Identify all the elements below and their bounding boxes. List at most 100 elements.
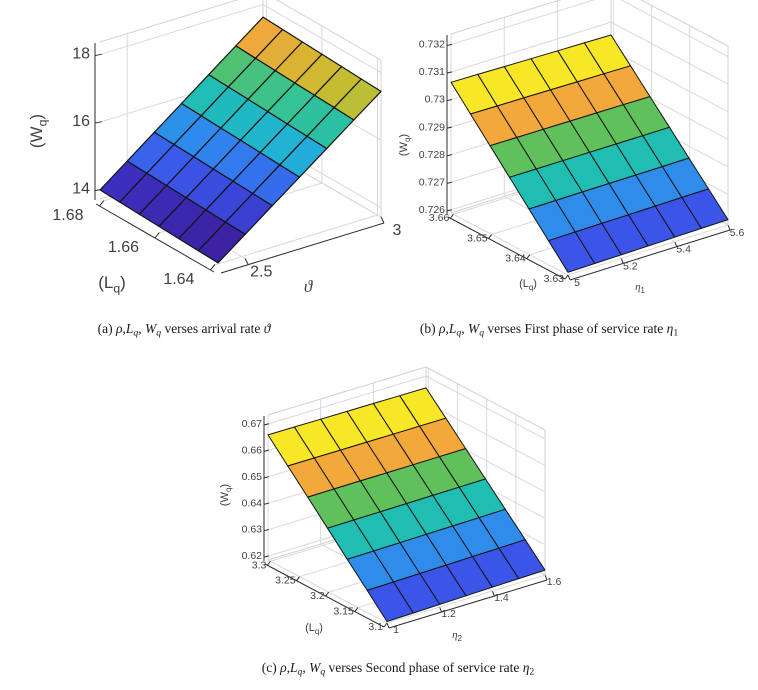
caption-segment: , bbox=[138, 321, 145, 336]
grid-line bbox=[439, 607, 443, 613]
caption-segment: ϑ bbox=[263, 321, 271, 336]
grid-line bbox=[244, 258, 249, 265]
axis-text: ϑ bbox=[304, 277, 314, 296]
grid-line bbox=[544, 575, 548, 581]
caption-segment: (b) bbox=[419, 321, 439, 336]
axis-text: 0.732 bbox=[419, 39, 445, 51]
axis-text: 0.729 bbox=[419, 121, 445, 133]
grid-line bbox=[620, 0, 729, 58]
grid-line bbox=[354, 607, 359, 612]
caption-segment: W bbox=[309, 660, 321, 675]
axis-text: 3.25 bbox=[275, 575, 296, 587]
grid-line bbox=[94, 53, 102, 57]
grid-line bbox=[526, 254, 531, 260]
grid-line bbox=[264, 563, 385, 628]
grid-line bbox=[569, 229, 731, 281]
grid-line bbox=[610, 21, 729, 85]
grid-line bbox=[446, 71, 452, 74]
grid-line bbox=[450, 0, 596, 46]
axis-text: 3.1 bbox=[368, 621, 383, 633]
caption-segment: , bbox=[461, 321, 468, 336]
grid-line bbox=[214, 214, 378, 266]
caption-segment: , bbox=[302, 660, 310, 675]
grid-line bbox=[383, 622, 388, 628]
axis-text: 0.727 bbox=[419, 176, 445, 188]
grid-line bbox=[99, 200, 105, 207]
caption-segment: η bbox=[666, 321, 674, 336]
caption-segment: verses First phase of service rate bbox=[484, 321, 667, 336]
caption-segment: , bbox=[286, 660, 290, 675]
axis-text: 0.67 bbox=[242, 418, 263, 430]
caption-segment: q bbox=[133, 327, 139, 339]
grid-line bbox=[450, 0, 562, 35]
caption-segment: verses Second phase of service rate bbox=[325, 660, 523, 675]
caption-plot-a: (a) ρ,Lq, Wq verses arrival rate ϑ bbox=[14, 321, 354, 339]
grid-line bbox=[94, 121, 102, 124]
axis-text: 3 bbox=[393, 222, 402, 239]
axis-text: 3.63 bbox=[544, 273, 565, 285]
grid-line bbox=[425, 375, 546, 440]
grid-line bbox=[488, 234, 492, 239]
caption-plot-c: (c) ρ,Lq, Wq verses Second phase of serv… bbox=[198, 660, 598, 678]
surface-cell bbox=[548, 231, 596, 273]
caption-segment: ρ bbox=[115, 321, 123, 336]
grid-line bbox=[610, 49, 729, 113]
axis-text: 1.4 bbox=[494, 592, 509, 604]
grid-line bbox=[727, 225, 731, 231]
axis-text: 0.731 bbox=[419, 66, 445, 78]
axis-text: 5.4 bbox=[676, 244, 691, 256]
axis-text: 0.726 bbox=[419, 204, 445, 216]
axis-text: 5.2 bbox=[623, 260, 638, 272]
grid-line bbox=[640, 0, 729, 47]
grid-line bbox=[446, 154, 452, 157]
caption-segment: q bbox=[297, 666, 303, 678]
caption-plot-b: (b) ρ,Lq, Wq verses First phase of servi… bbox=[364, 321, 734, 339]
grid-line bbox=[296, 576, 300, 581]
grid-line bbox=[263, 502, 269, 505]
grid-line bbox=[325, 591, 330, 597]
grid-line bbox=[446, 181, 452, 184]
axis-text: η2 bbox=[452, 629, 462, 643]
grid-line bbox=[154, 232, 160, 239]
caption-segment: q bbox=[320, 666, 326, 678]
axis-text: 3.3 bbox=[252, 559, 267, 571]
axis-text: 0.62 bbox=[242, 550, 263, 562]
grid-line bbox=[267, 366, 427, 416]
grid-line bbox=[450, 212, 569, 276]
caption-segment: q bbox=[156, 327, 162, 339]
axis-text: 3.2 bbox=[310, 590, 325, 602]
surface-cell bbox=[197, 221, 246, 264]
grid-line bbox=[386, 574, 546, 624]
caption-segment: W bbox=[467, 321, 480, 336]
caption-segment: 1 bbox=[673, 327, 679, 339]
caption-segment: q bbox=[456, 327, 462, 339]
axis-text: 1.2 bbox=[441, 608, 456, 620]
grid-line bbox=[210, 264, 216, 271]
grid-line bbox=[450, 21, 612, 73]
axis-text: (Lq) bbox=[519, 278, 537, 292]
grid-line bbox=[266, 560, 271, 566]
caption-segment: (a) bbox=[97, 321, 116, 336]
grid-line bbox=[263, 449, 269, 452]
caption-segment: W bbox=[144, 321, 157, 336]
grid-line bbox=[267, 375, 427, 425]
axis-text: 3.65 bbox=[467, 233, 488, 245]
axis-text: (Wq) bbox=[27, 114, 49, 148]
axis-text: 0.66 bbox=[242, 444, 263, 456]
grid-line bbox=[620, 258, 624, 264]
axis-text: 1.64 bbox=[163, 271, 194, 288]
grid-line bbox=[492, 591, 495, 597]
caption-segment: ρ bbox=[280, 660, 287, 675]
grid-line bbox=[446, 126, 452, 129]
caption-segment: L bbox=[289, 660, 298, 675]
grid-line bbox=[425, 366, 546, 431]
axis-text: (Wq) bbox=[398, 134, 412, 156]
caption-segment: , bbox=[122, 321, 126, 336]
axis-text: 5.6 bbox=[730, 227, 745, 239]
axis-text: (Lq) bbox=[98, 273, 126, 295]
axis-text: 0.728 bbox=[419, 149, 445, 161]
axis-text: 2.5 bbox=[250, 264, 272, 281]
grid-line bbox=[446, 209, 452, 212]
grid-line bbox=[388, 579, 548, 629]
